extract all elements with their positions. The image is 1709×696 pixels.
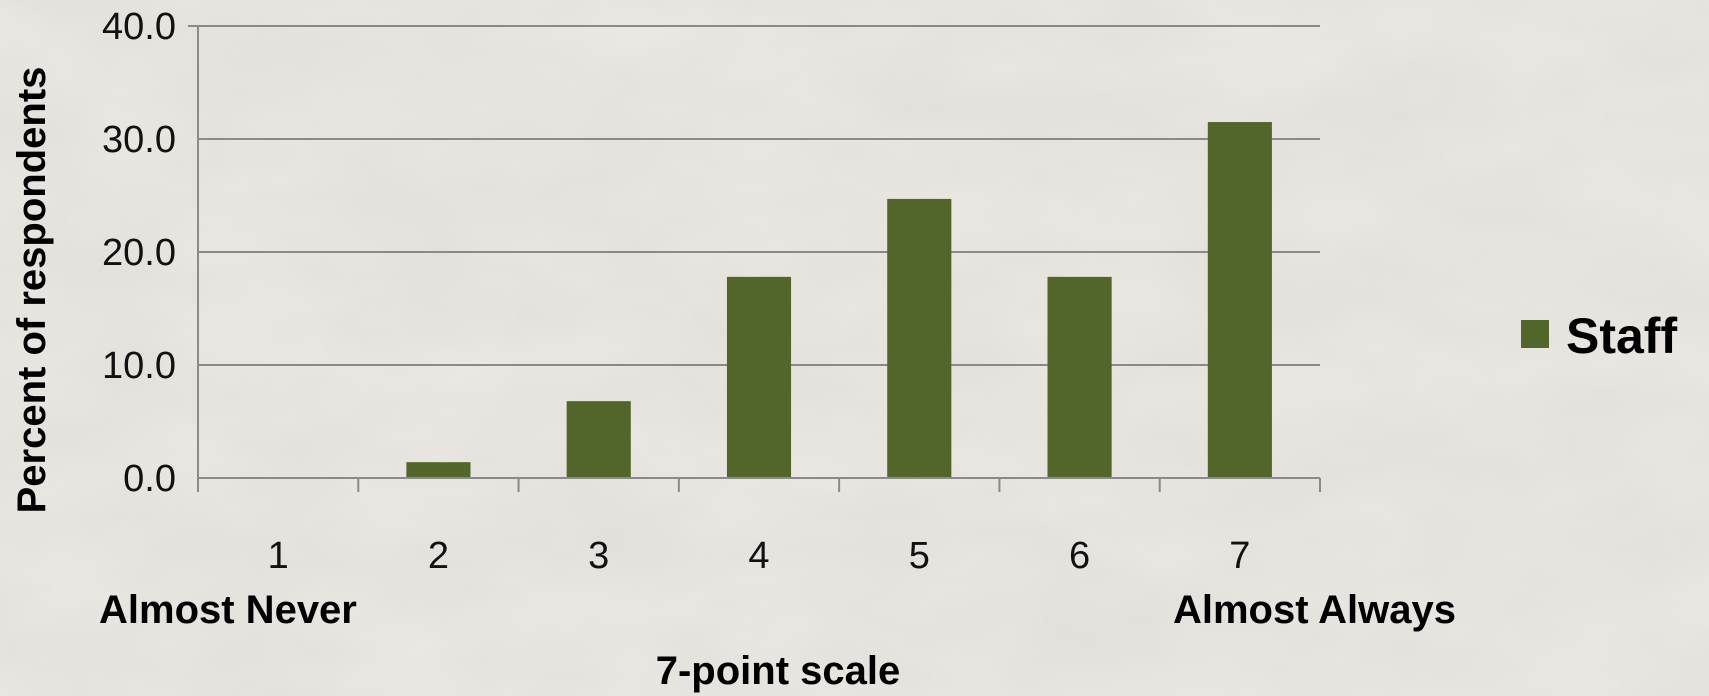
x-axis-title: 7-point scale — [656, 649, 901, 693]
bar-6 — [1047, 276, 1112, 478]
x-tick-label: 2 — [428, 535, 449, 577]
x-tick-label: 1 — [268, 535, 289, 577]
x-tick-label: 3 — [588, 535, 609, 577]
axes — [188, 25, 1321, 492]
y-tick-label: 20.0 — [102, 232, 176, 274]
y-tick-label: 40.0 — [102, 6, 176, 48]
legend: Staff — [1521, 308, 1677, 364]
bars — [406, 122, 1272, 479]
bar-5 — [887, 198, 952, 478]
bar-3 — [566, 401, 631, 478]
bar-4 — [726, 276, 792, 478]
legend-swatch-staff — [1521, 320, 1549, 348]
legend-label-staff: Staff — [1566, 308, 1677, 364]
x-tick-label: 4 — [748, 535, 769, 577]
x-tick-label: 5 — [909, 535, 930, 577]
labels: 0.0 10.0 20.0 30.0 40.0 1 2 3 4 5 6 7 — [102, 6, 1250, 577]
scale-high-label: Almost Always — [1173, 588, 1456, 632]
y-tick-label: 30.0 — [102, 119, 176, 161]
bar-2 — [406, 462, 471, 478]
scale-low-label: Almost Never — [99, 588, 357, 632]
x-tick-label: 6 — [1069, 535, 1090, 577]
y-tick-label: 0.0 — [123, 458, 176, 500]
y-axis-title: Percent of respondents — [10, 67, 54, 514]
bar-7 — [1207, 122, 1272, 479]
x-tick-label: 7 — [1229, 535, 1250, 577]
y-tick-label: 10.0 — [102, 345, 176, 387]
